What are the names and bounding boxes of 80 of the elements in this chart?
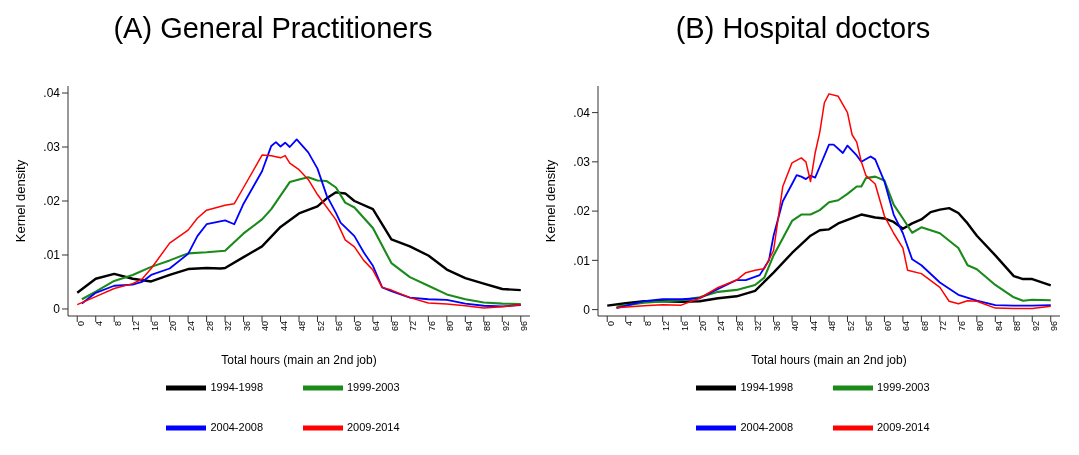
y-axis-title: Kernel density xyxy=(12,159,28,243)
x-tick-label: 36 xyxy=(771,321,782,332)
x-tick-label: 64 xyxy=(371,321,382,332)
x-tick-label: 12 xyxy=(131,321,142,332)
x-tick-label: 96 xyxy=(519,321,530,332)
x-tick-label: 84 xyxy=(463,321,474,332)
x-tick-label: 24 xyxy=(186,321,197,332)
x-tick-label: 0 xyxy=(605,321,616,327)
x-tick-label: 4 xyxy=(624,321,635,327)
line-series xyxy=(80,176,522,306)
x-tick-label: 60 xyxy=(882,321,893,332)
x-tick-label: 92 xyxy=(1030,321,1041,332)
x-tick-label: 8 xyxy=(112,321,123,327)
x-tick-label: 48 xyxy=(827,321,838,332)
x-tick-label: 32 xyxy=(753,321,764,332)
y-tick-label: .01 xyxy=(573,253,591,268)
x-tick-label: 88 xyxy=(1012,321,1023,332)
x-tick-label: 48 xyxy=(297,321,308,332)
legend-label: 2009-2014 xyxy=(877,420,930,433)
legend-label: 2004-2008 xyxy=(740,420,793,433)
x-tick-label: 84 xyxy=(993,321,1004,332)
y-tick-label: 0 xyxy=(583,302,591,317)
x-tick-label: 28 xyxy=(734,321,745,332)
x-tick-label: 56 xyxy=(864,321,875,332)
y-tick-label: .02 xyxy=(573,204,591,219)
x-tick-label: 32 xyxy=(223,321,234,332)
line-series xyxy=(615,175,1052,308)
x-tick-label: 92 xyxy=(500,321,511,332)
x-tick-label: 20 xyxy=(698,321,709,332)
x-axis-title: Total hours (main an 2nd job) xyxy=(221,353,377,367)
legend-label: 1999-2003 xyxy=(347,380,400,393)
legend-label: 1999-2003 xyxy=(877,380,930,393)
legend-label: 1994-1998 xyxy=(740,380,793,393)
chart-title: (A) General Practitioners xyxy=(112,11,434,46)
y-tick-label: .03 xyxy=(573,155,591,170)
line-series xyxy=(76,191,522,294)
x-tick-label: 88 xyxy=(482,321,493,332)
x-axis-title: Total hours (main an 2nd job) xyxy=(751,353,907,367)
x-tick-label: 16 xyxy=(679,321,690,332)
x-tick-label: 4 xyxy=(94,321,105,327)
x-tick-label: 76 xyxy=(956,321,967,332)
x-tick-label: 80 xyxy=(975,321,986,332)
x-tick-label: 52 xyxy=(845,321,856,332)
x-tick-label: 72 xyxy=(938,321,949,332)
y-tick-label: .04 xyxy=(43,86,61,101)
x-tick-label: 44 xyxy=(808,321,819,332)
x-tick-label: 24 xyxy=(716,321,727,332)
y-tick-label: .03 xyxy=(43,140,61,155)
legend-label: 2004-2008 xyxy=(210,420,263,433)
y-axis-title: Kernel density xyxy=(542,159,558,243)
line-series xyxy=(615,143,1052,310)
line-series xyxy=(615,93,1052,310)
x-tick-label: 56 xyxy=(334,321,345,332)
y-tick-label: .04 xyxy=(573,105,591,120)
x-tick-label: 40 xyxy=(790,321,801,332)
x-tick-label: 28 xyxy=(204,321,215,332)
y-tick-label: .01 xyxy=(43,248,61,263)
x-tick-label: 0 xyxy=(75,321,86,327)
x-tick-label: 68 xyxy=(919,321,930,332)
x-tick-label: 60 xyxy=(352,321,363,332)
x-tick-label: 40 xyxy=(260,321,271,332)
x-tick-label: 96 xyxy=(1049,321,1060,332)
legend-label: 2009-2014 xyxy=(347,420,400,433)
x-tick-label: 64 xyxy=(901,321,912,332)
y-tick-label: 0 xyxy=(53,302,61,317)
x-tick-label: 80 xyxy=(445,321,456,332)
x-tick-label: 36 xyxy=(241,321,252,332)
legend-label: 1994-1998 xyxy=(210,380,263,393)
y-tick-label: .02 xyxy=(43,194,61,209)
x-tick-label: 8 xyxy=(642,321,653,327)
x-tick-label: 44 xyxy=(278,321,289,332)
x-tick-label: 68 xyxy=(389,321,400,332)
x-tick-label: 12 xyxy=(661,321,672,332)
x-tick-label: 16 xyxy=(149,321,160,332)
x-tick-label: 20 xyxy=(168,321,179,332)
x-tick-label: 76 xyxy=(426,321,437,332)
chart-title: (B) Hospital doctors xyxy=(674,11,932,46)
x-tick-label: 52 xyxy=(315,321,326,332)
x-tick-label: 72 xyxy=(408,321,419,332)
line-series xyxy=(606,206,1052,307)
